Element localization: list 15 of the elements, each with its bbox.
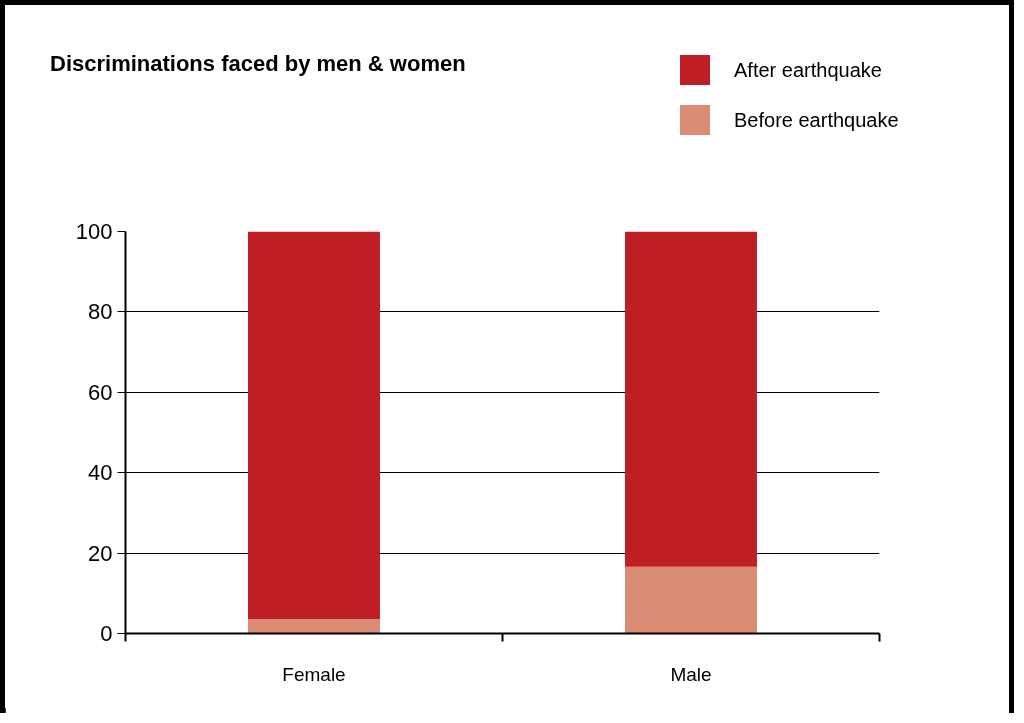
y-tick-label: 20	[88, 540, 113, 566]
legend-label: Before earthquake	[734, 107, 899, 133]
y-tick-label: 100	[75, 219, 113, 244]
y-tick-label: 40	[88, 460, 113, 486]
bar	[625, 231, 757, 567]
y-tick-label: 0	[100, 621, 113, 646]
chart-title: Discriminations faced by men & women	[50, 50, 466, 78]
y-tick-label: 60	[88, 379, 113, 405]
bar	[625, 566, 757, 634]
bar	[248, 619, 380, 634]
y-tick-label: 80	[88, 299, 113, 325]
bar	[248, 231, 380, 620]
x-tick-label: Male	[670, 663, 712, 685]
legend-label: After earthquake	[734, 57, 882, 83]
x-tick-label: Female	[282, 663, 346, 685]
